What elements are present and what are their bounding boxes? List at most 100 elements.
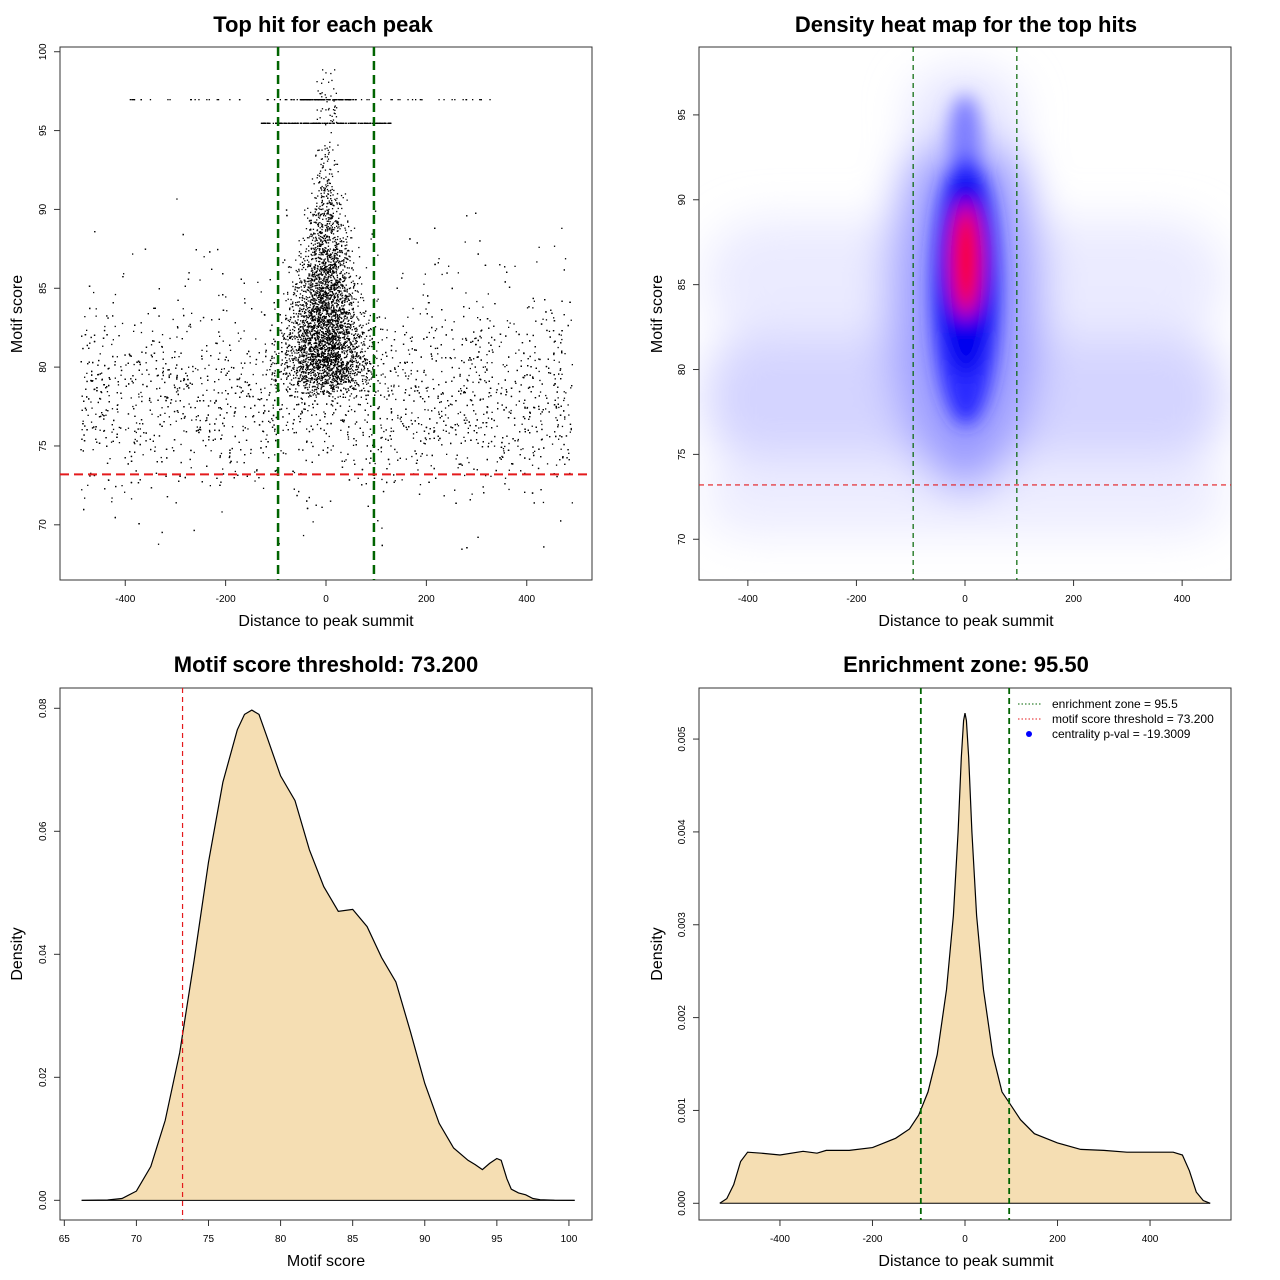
scatter-point — [320, 214, 322, 216]
scatter-point — [347, 388, 349, 390]
scatter-point — [334, 318, 336, 320]
scatter-point — [361, 484, 363, 486]
scatter-point — [159, 423, 161, 426]
scatter-point — [336, 253, 338, 255]
scatter-point — [334, 338, 336, 340]
scatter-point — [307, 337, 309, 340]
scatter-point — [191, 312, 193, 314]
scatter-point — [345, 284, 347, 286]
scatter-point — [402, 272, 404, 275]
scatter-point — [326, 403, 328, 405]
scatter-point — [298, 415, 300, 418]
scatter-point — [359, 276, 361, 278]
scatter-point — [240, 391, 242, 394]
scatter-point — [312, 403, 314, 405]
scatter-point — [332, 379, 334, 381]
scatter-point — [328, 375, 330, 377]
scatter-point — [388, 463, 391, 465]
scatter-point — [317, 225, 320, 227]
scatter-point — [374, 394, 376, 396]
scatter-point — [282, 452, 285, 454]
scatter-point — [319, 378, 321, 380]
scatter-point — [506, 391, 508, 393]
scatter-point — [339, 306, 341, 309]
scatter-point — [293, 408, 295, 410]
scatter-point — [463, 392, 465, 394]
scatter-point — [549, 336, 551, 338]
scatter-point — [104, 488, 106, 490]
scatter-point — [357, 477, 359, 479]
scatter-point — [561, 425, 564, 428]
scatter-point — [208, 439, 210, 441]
scatter-point — [358, 357, 361, 359]
scatter-point — [394, 331, 396, 333]
scatter-point — [384, 383, 386, 385]
scatter-point — [567, 449, 569, 451]
scatter-point — [185, 372, 187, 374]
scatter-point — [334, 398, 336, 400]
scatter-point — [366, 421, 368, 423]
scatter-point — [332, 384, 334, 386]
scatter-point — [304, 339, 306, 342]
scatter-point — [301, 371, 303, 373]
scatter-point — [469, 499, 471, 501]
scatter-point — [325, 311, 328, 313]
scatter-point — [348, 399, 350, 401]
scatter-point — [350, 371, 352, 373]
scatter-point — [366, 379, 368, 381]
scatter-point — [341, 377, 343, 379]
scatter-point — [301, 412, 303, 414]
scatter-point — [199, 279, 201, 281]
scatter-point — [354, 388, 356, 390]
scatter-point — [521, 423, 523, 425]
scatter-point — [324, 275, 326, 278]
scatter-point — [334, 365, 336, 367]
scatter-point — [343, 343, 345, 346]
scatter-point — [335, 252, 337, 255]
scatter-point — [321, 262, 323, 264]
scatter-point — [171, 447, 174, 449]
scatter-point — [538, 448, 540, 450]
scatter-point — [304, 315, 306, 317]
scatter-point — [330, 192, 332, 194]
scatter-point — [524, 375, 526, 377]
scatter-point — [355, 396, 357, 398]
scatter-point — [111, 408, 114, 410]
scatter-point — [314, 318, 316, 321]
scatter-point — [116, 392, 118, 394]
scatter-point — [297, 377, 300, 380]
scatter-point — [95, 315, 97, 317]
scatter-point — [283, 373, 285, 375]
scatter-point — [307, 392, 309, 394]
scatter-point — [474, 366, 476, 368]
scatter-point — [367, 370, 370, 372]
scatter-point — [355, 421, 358, 423]
scatter-point — [553, 374, 555, 376]
scatter-point — [395, 350, 397, 352]
scatter-point — [90, 401, 92, 403]
scatter-point — [344, 318, 346, 320]
scatter-point — [347, 453, 349, 455]
scatter-point — [341, 374, 343, 376]
scatter-point — [317, 266, 319, 268]
scatter-point — [301, 362, 303, 364]
scatter-point — [175, 502, 177, 504]
scatter-point — [348, 293, 350, 295]
scatter-point — [208, 364, 210, 366]
scatter-point — [317, 359, 320, 362]
scatter-point — [262, 452, 264, 454]
scatter-point — [311, 371, 313, 374]
scatter-point — [434, 330, 437, 332]
scatter-point — [344, 193, 347, 195]
scatter-point — [441, 309, 443, 311]
scatter-point — [223, 425, 225, 427]
scatter-point — [281, 346, 283, 349]
scatter-point — [488, 350, 490, 352]
scatter-point — [305, 346, 307, 349]
scatter-point — [534, 450, 536, 452]
scatter-point — [424, 400, 426, 403]
scatter-point — [303, 351, 305, 353]
scatter-point — [316, 345, 318, 347]
scatter-point — [332, 388, 334, 390]
